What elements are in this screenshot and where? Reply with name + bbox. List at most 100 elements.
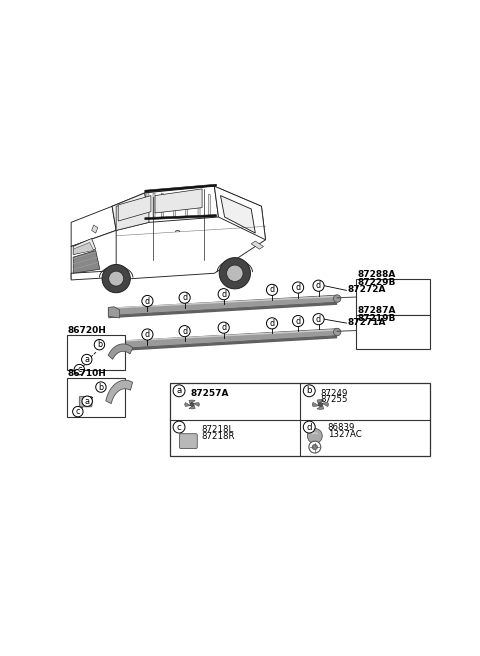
Polygon shape xyxy=(198,194,200,217)
Polygon shape xyxy=(118,195,151,221)
Text: c: c xyxy=(177,422,181,432)
Text: d: d xyxy=(145,297,150,306)
Circle shape xyxy=(266,284,277,295)
FancyBboxPatch shape xyxy=(180,434,197,449)
Polygon shape xyxy=(317,400,324,403)
Polygon shape xyxy=(189,405,195,409)
Text: a: a xyxy=(84,397,90,405)
Text: b: b xyxy=(98,382,104,392)
Circle shape xyxy=(219,258,251,289)
Text: 87287A: 87287A xyxy=(358,306,396,315)
Polygon shape xyxy=(189,400,195,404)
Text: a: a xyxy=(177,386,181,396)
Circle shape xyxy=(334,328,341,336)
Circle shape xyxy=(142,295,153,306)
Text: d: d xyxy=(221,290,226,298)
Text: 86839: 86839 xyxy=(328,423,355,432)
Text: d: d xyxy=(296,283,300,292)
Text: 87272A: 87272A xyxy=(348,285,386,294)
Text: 87249: 87249 xyxy=(321,389,348,398)
Polygon shape xyxy=(358,335,423,338)
Polygon shape xyxy=(112,193,149,230)
Text: b: b xyxy=(97,340,102,349)
Circle shape xyxy=(96,382,106,392)
Polygon shape xyxy=(71,206,116,247)
Polygon shape xyxy=(108,329,337,349)
Circle shape xyxy=(313,314,324,325)
Circle shape xyxy=(173,385,185,397)
Polygon shape xyxy=(215,186,265,239)
Text: 87218L: 87218L xyxy=(202,425,234,434)
Polygon shape xyxy=(73,243,94,255)
Bar xyxy=(356,279,430,314)
Polygon shape xyxy=(186,194,188,217)
Circle shape xyxy=(82,354,92,365)
Text: 87255: 87255 xyxy=(321,396,348,404)
Polygon shape xyxy=(71,186,265,280)
Text: 87271A: 87271A xyxy=(348,318,386,327)
Bar xyxy=(170,383,430,456)
Circle shape xyxy=(218,322,229,333)
Polygon shape xyxy=(358,300,423,304)
FancyBboxPatch shape xyxy=(79,396,92,407)
Text: 87218R: 87218R xyxy=(202,432,235,441)
Bar xyxy=(356,314,430,349)
Polygon shape xyxy=(220,195,255,233)
Polygon shape xyxy=(185,403,191,406)
Text: a: a xyxy=(84,355,89,364)
Text: d: d xyxy=(269,319,275,328)
Polygon shape xyxy=(92,225,98,233)
Polygon shape xyxy=(317,405,324,409)
Circle shape xyxy=(109,271,124,286)
Circle shape xyxy=(218,289,229,300)
Text: 87219B: 87219B xyxy=(358,314,396,323)
Polygon shape xyxy=(411,329,424,337)
Polygon shape xyxy=(358,337,423,340)
Circle shape xyxy=(303,421,315,433)
Circle shape xyxy=(312,445,317,449)
Text: 87288A: 87288A xyxy=(358,270,396,279)
Polygon shape xyxy=(312,402,319,407)
Text: d: d xyxy=(182,293,187,302)
Circle shape xyxy=(179,292,190,303)
Text: 87257A: 87257A xyxy=(190,389,228,398)
Polygon shape xyxy=(251,241,264,249)
Polygon shape xyxy=(145,184,216,192)
Bar xyxy=(67,378,125,417)
Polygon shape xyxy=(108,296,337,309)
Text: d: d xyxy=(269,285,275,295)
Polygon shape xyxy=(71,230,116,279)
Text: d: d xyxy=(296,316,300,325)
Text: d: d xyxy=(182,327,187,336)
Polygon shape xyxy=(108,295,337,316)
Circle shape xyxy=(74,364,84,375)
Text: d: d xyxy=(145,330,150,339)
Polygon shape xyxy=(106,380,132,403)
Circle shape xyxy=(309,441,321,453)
Polygon shape xyxy=(108,336,337,352)
Polygon shape xyxy=(147,193,149,217)
Polygon shape xyxy=(173,194,176,217)
Text: c: c xyxy=(77,365,82,374)
Polygon shape xyxy=(108,344,133,359)
Polygon shape xyxy=(322,402,329,407)
Polygon shape xyxy=(153,193,155,217)
Polygon shape xyxy=(411,296,424,303)
Circle shape xyxy=(142,329,153,340)
Polygon shape xyxy=(358,303,423,307)
Polygon shape xyxy=(155,189,202,213)
Text: d: d xyxy=(307,422,312,432)
Circle shape xyxy=(94,339,105,350)
Circle shape xyxy=(227,265,243,281)
Circle shape xyxy=(303,385,315,397)
Polygon shape xyxy=(108,340,120,352)
Text: 86710H: 86710H xyxy=(67,369,106,378)
Polygon shape xyxy=(145,186,218,222)
Polygon shape xyxy=(208,195,210,217)
Text: 86720H: 86720H xyxy=(67,326,106,335)
Polygon shape xyxy=(73,251,100,274)
Circle shape xyxy=(190,403,194,406)
Circle shape xyxy=(334,295,341,302)
Polygon shape xyxy=(145,215,216,220)
Circle shape xyxy=(179,325,190,337)
